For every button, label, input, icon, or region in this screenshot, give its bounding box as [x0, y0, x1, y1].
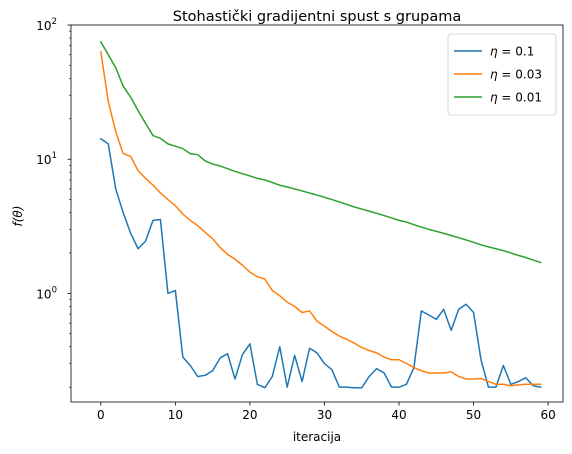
x-axis-label: iteracija	[293, 430, 341, 444]
legend-equals: =	[498, 68, 516, 82]
x-tick-label: 20	[242, 408, 257, 422]
series-line-2	[99, 40, 542, 264]
series-line-0	[99, 137, 542, 389]
y-tick-label-exponent: 2	[52, 17, 57, 27]
plot-frame	[70, 24, 564, 403]
y-tick-label-exponent: 0	[52, 285, 57, 295]
legend-items: η = 0.1η = 0.03η = 0.01	[454, 45, 542, 105]
legend-label-1: η = 0.03	[490, 68, 542, 82]
x-tick-label: 60	[540, 408, 555, 422]
x-tick-label: 0	[97, 408, 105, 422]
legend-equals: =	[498, 91, 516, 105]
x-tick-label: 50	[466, 408, 481, 422]
legend-label-0: η = 0.1	[490, 45, 534, 59]
x-axis-ticks: 0 10 20 30 40 50 60	[97, 402, 556, 422]
legend: η = 0.1η = 0.03η = 0.01	[447, 33, 557, 116]
y-tick-label-base: 10	[36, 19, 51, 33]
legend-symbol: η	[490, 68, 498, 82]
y-tick-label: 100	[36, 285, 57, 301]
legend-equals: =	[498, 45, 516, 59]
legend-value: 0.03	[515, 68, 542, 82]
chart-title: Stohastički gradijentni spust s grupama	[173, 9, 461, 25]
y-axis-label: f(θ)	[11, 206, 25, 227]
x-tick-label: 10	[168, 408, 183, 422]
y-tick-label-base: 10	[36, 287, 51, 301]
legend-symbol: η	[490, 91, 498, 105]
legend-frame	[447, 33, 557, 116]
legend-value: 0.01	[515, 91, 542, 105]
series-layer	[99, 40, 542, 389]
y-tick-label-exponent: 1	[52, 151, 57, 161]
y-tick-label: 102	[36, 17, 57, 33]
x-tick-label: 40	[391, 408, 406, 422]
x-tick-label: 30	[317, 408, 332, 422]
legend-value: 0.1	[515, 45, 534, 59]
legend-symbol: η	[490, 45, 498, 59]
y-tick-label-base: 10	[36, 153, 51, 167]
legend-label-2: η = 0.01	[490, 91, 542, 105]
y-tick-label: 101	[36, 151, 57, 167]
series-line-1	[99, 51, 542, 387]
